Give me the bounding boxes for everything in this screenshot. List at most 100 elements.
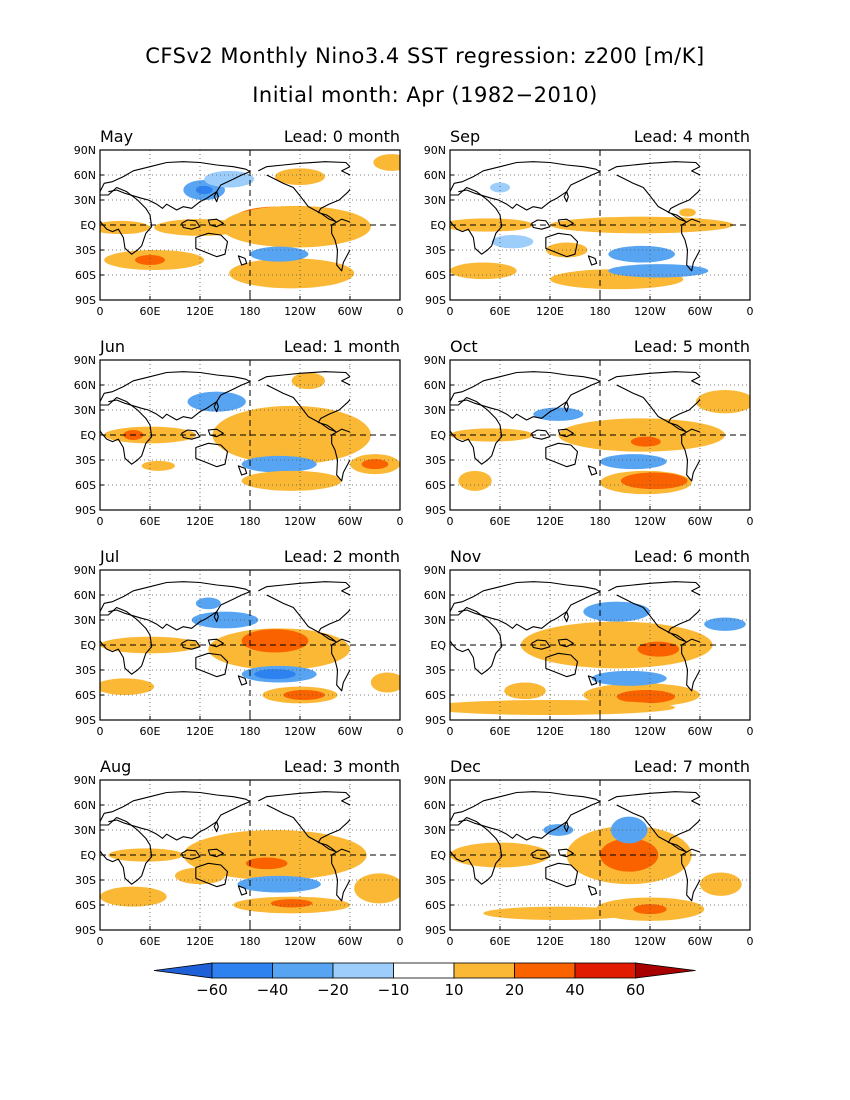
y-tick-label: 30N: [74, 194, 96, 207]
contour-region: [361, 459, 389, 470]
colorbar-label: −60: [196, 981, 228, 999]
y-tick-label: 60S: [425, 899, 446, 912]
y-tick-label: 60N: [74, 379, 96, 392]
x-tick-label: 180: [590, 305, 611, 318]
contour-region: [630, 436, 661, 447]
x-tick-label: 0: [447, 305, 454, 318]
shading-layer: [450, 601, 746, 715]
contour-region: [254, 669, 296, 680]
contour-region: [700, 872, 742, 896]
x-tick-label: 60W: [688, 515, 713, 528]
y-tick-label: 60N: [424, 589, 446, 602]
panel-month-label: Aug: [100, 757, 131, 776]
y-tick-label: 30S: [75, 874, 96, 887]
x-tick-label: 0: [97, 305, 104, 318]
x-tick-label: 120E: [536, 935, 564, 948]
colorbar: −60 −40 −20 −10 10 20 40 60: [153, 962, 696, 999]
x-tick-label: 120W: [284, 725, 316, 738]
y-tick-label: 90N: [74, 144, 96, 157]
y-tick-label: 90N: [424, 354, 446, 367]
contour-region: [135, 255, 165, 265]
contour-region: [195, 185, 213, 195]
contour-region: [175, 867, 225, 885]
colorbar-swatch: [332, 962, 394, 979]
contour-region: [695, 390, 750, 414]
x-tick-label: 60W: [688, 305, 713, 318]
y-tick-label: 30S: [75, 244, 96, 257]
x-tick-label: 60E: [140, 935, 161, 948]
x-tick-label: 0: [97, 515, 104, 528]
x-tick-label: 0: [747, 935, 754, 948]
panel-lead-label: Lead: 5 month: [634, 337, 750, 356]
y-tick-label: 30N: [424, 614, 446, 627]
contour-region: [195, 597, 221, 610]
shading-layer: [450, 816, 742, 921]
contour-region: [100, 678, 155, 695]
x-tick-label: 60W: [338, 725, 363, 738]
panel-lead-label: Lead: 2 month: [284, 547, 400, 566]
y-tick-label: 90S: [75, 924, 96, 937]
contour-region: [270, 899, 313, 908]
colorbar-label: −20: [317, 981, 349, 999]
x-tick-label: 0: [397, 725, 404, 738]
y-tick-label: EQ: [80, 219, 96, 232]
contour-region: [610, 816, 648, 844]
x-tick-label: 60W: [338, 515, 363, 528]
contour-region: [533, 407, 584, 421]
contour-region: [100, 886, 167, 907]
x-tick-label: 0: [447, 935, 454, 948]
shading-layer: [100, 597, 400, 704]
y-tick-label: 90N: [74, 354, 96, 367]
panel-month-label: May: [100, 127, 133, 146]
y-tick-label: 60N: [74, 169, 96, 182]
y-tick-label: 90S: [75, 504, 96, 517]
y-tick-label: 30S: [75, 454, 96, 467]
contour-region: [250, 246, 309, 262]
y-tick-label: 30S: [425, 874, 446, 887]
x-tick-label: 180: [590, 725, 611, 738]
y-tick-label: EQ: [430, 429, 446, 442]
x-tick-label: 60E: [490, 515, 511, 528]
y-tick-label: 60N: [424, 379, 446, 392]
contour-region: [450, 700, 675, 715]
colorbar-label: −40: [257, 981, 289, 999]
y-tick-label: 30N: [74, 614, 96, 627]
y-tick-label: EQ: [80, 429, 96, 442]
contour-region: [229, 258, 355, 289]
x-tick-label: 120W: [634, 935, 666, 948]
x-tick-label: 120W: [284, 305, 316, 318]
x-tick-label: 120E: [186, 935, 214, 948]
contour-region: [191, 611, 259, 629]
panel-lead-label: Lead: 0 month: [284, 127, 400, 146]
y-tick-label: 90S: [425, 504, 446, 517]
y-tick-label: 90S: [425, 714, 446, 727]
contour-region: [241, 629, 309, 653]
contour-region: [245, 857, 288, 870]
x-tick-label: 60E: [490, 725, 511, 738]
x-tick-label: 120E: [186, 515, 214, 528]
x-tick-label: 0: [97, 935, 104, 948]
y-tick-label: 60S: [75, 689, 96, 702]
x-tick-label: 180: [240, 725, 261, 738]
x-tick-label: 120E: [536, 725, 564, 738]
contour-region: [633, 904, 667, 915]
y-tick-label: 90N: [74, 564, 96, 577]
y-tick-label: 30S: [425, 244, 446, 257]
colorbar-swatch: [393, 962, 455, 979]
x-tick-label: 120E: [186, 725, 214, 738]
contour-region: [373, 154, 400, 171]
panel-month-label: Nov: [450, 547, 481, 566]
colorbar-label: 40: [565, 981, 584, 999]
contour-region: [354, 873, 400, 904]
x-tick-label: 0: [397, 935, 404, 948]
colorbar-swatch: [574, 962, 636, 979]
contour-region: [608, 264, 709, 278]
colorbar-swatch: [272, 962, 334, 979]
y-tick-label: 30N: [424, 404, 446, 417]
colorbar-extend-high: [635, 962, 696, 979]
contour-region: [370, 672, 400, 693]
